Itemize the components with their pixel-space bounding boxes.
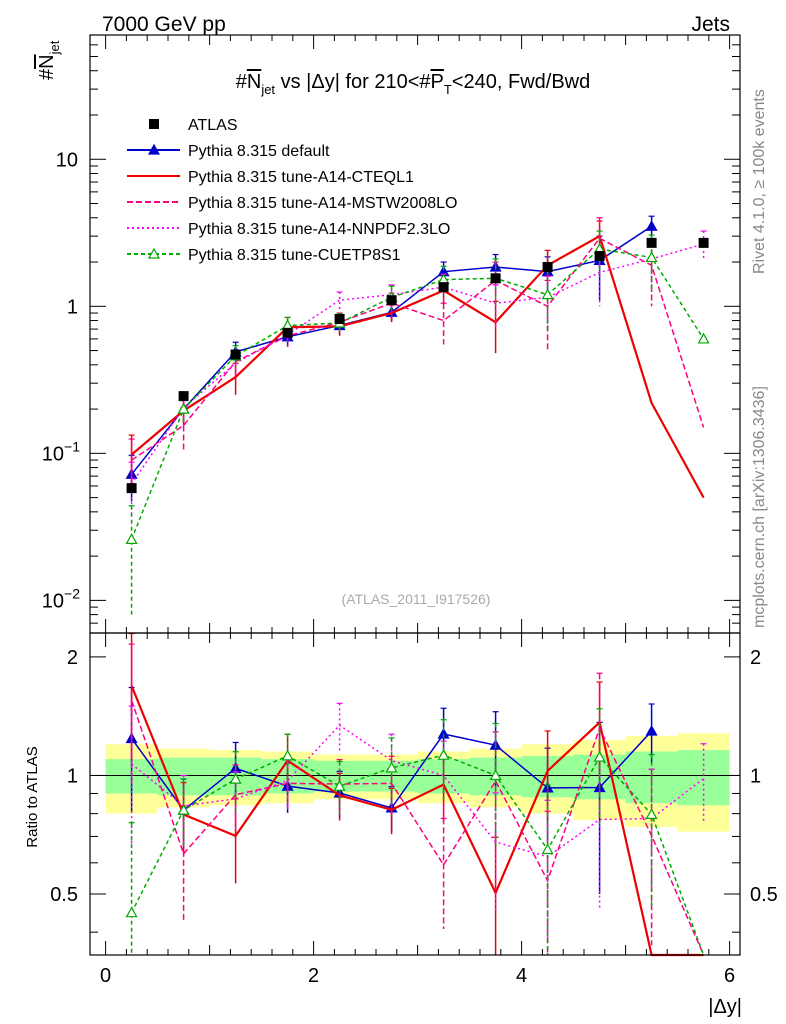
series-4-ratio-marker [645, 808, 658, 820]
ratio-tick-label: 1 [67, 765, 78, 787]
axes-layer: 0 2 4 6 10−2 10−1 1 10 0.5 0.5 1 1 2 2 [42, 34, 778, 987]
series-4-ratio-line [130, 754, 705, 956]
series-4-line [130, 248, 705, 540]
series-3-line [130, 243, 704, 485]
legend-item: Pythia 8.315 tune-A14-NNPDF2.3LO [127, 221, 450, 238]
legend-marker-triangle [147, 143, 161, 155]
y-tick-label: 10 [56, 149, 78, 171]
legend-label: Pythia 8.315 default [188, 143, 330, 160]
series-4-ratio-marker [177, 803, 190, 815]
x-tick-label: 2 [308, 965, 319, 987]
series-4-ratio-marker [593, 750, 606, 762]
ratio-axis-label: Ratio to ATLAS [24, 746, 41, 847]
series-4-ratio-marker [489, 769, 502, 781]
legend-label: Pythia 8.315 tune-CUETP8S1 [188, 247, 401, 264]
rivet-version-label: Rivet 4.1.0, ≥ 100k events [751, 89, 768, 274]
legend-label: Pythia 8.315 tune-A14-CTEQL1 [188, 169, 414, 186]
atlas-data-point [334, 313, 345, 324]
series-4-marker [697, 332, 710, 344]
series-0-ratio-marker [645, 724, 658, 736]
atlas-data-point [386, 295, 397, 306]
x-tick-label: 4 [516, 965, 527, 987]
analysis-watermark: (ATLAS_2011_I917526) [342, 591, 491, 607]
mcplots-citation: mcplots.cern.ch [arXiv:1306.3436] [751, 386, 768, 628]
legend-marker-triangle [147, 247, 161, 259]
series-4-marker [645, 251, 658, 263]
series-4-ratio-marker [437, 748, 450, 760]
atlas-data-point [646, 237, 657, 248]
series-1-line [130, 234, 705, 499]
legend-item: ATLAS [149, 117, 238, 134]
series-0-marker [645, 220, 658, 231]
series-4-ratio-marker [333, 779, 346, 791]
atlas-data-layer [126, 237, 709, 494]
ratio-tick-label-right: 0.5 [750, 884, 778, 906]
atlas-data-point [698, 237, 709, 248]
series-4-ratio-marker [229, 772, 242, 784]
atlas-data-point [542, 262, 553, 273]
ratio-frame [89, 632, 741, 956]
legend-label: Pythia 8.315 tune-A14-NNPDF2.3LO [188, 221, 450, 238]
series-1-ratio-line [130, 685, 704, 957]
legend-label: Pythia 8.315 tune-A14-MSTW2008LO [188, 195, 457, 212]
legend-item: Pythia 8.315 tune-CUETP8S1 [127, 247, 401, 264]
series-4-marker [541, 288, 554, 300]
legend-item: Pythia 8.315 tune-A14-MSTW2008LO [127, 195, 457, 212]
series-4-ratio-marker [281, 749, 294, 761]
y-tick-label: 1 [67, 296, 78, 318]
y-tick-label: 10−2 [42, 585, 80, 612]
legend-item: Pythia 8.315 tune-A14-CTEQL1 [127, 169, 414, 186]
legend-label: ATLAS [188, 117, 238, 134]
atlas-data-point [230, 349, 241, 360]
legend: ATLAS Pythia 8.315 default Pythia 8.315 tu… [127, 117, 457, 264]
atlas-data-point [178, 391, 189, 402]
atlas-data-point [490, 273, 501, 284]
series-4-marker [125, 533, 138, 544]
series-4-ratio-marker [541, 843, 554, 855]
x-axis-label: |Δy| [708, 996, 742, 1018]
chart-title: #Njet vs |Δy| for 210<#PT<240, Fwd/Bwd [236, 71, 591, 97]
atlas-data-point [594, 250, 605, 261]
series-3-ratio-line [131, 724, 705, 858]
x-tick-label: 6 [724, 965, 735, 987]
y-tick-label: 10−1 [42, 438, 80, 465]
process-label: Jets [691, 13, 730, 36]
series-layer [125, 215, 710, 957]
ratio-tick-label-right: 1 [750, 765, 761, 787]
x-tick-label: 0 [100, 965, 111, 987]
series-0-ratio-marker [437, 727, 450, 739]
series-4-marker [177, 402, 190, 414]
energy-label: 7000 GeV pp [102, 13, 226, 36]
series-2-ratio-line [130, 700, 705, 956]
ratio-tick-label-right: 2 [750, 647, 761, 669]
atlas-data-point [438, 282, 449, 293]
y-axis-label: #Njet [36, 40, 62, 80]
ratio-tick-label: 0.5 [50, 884, 78, 906]
legend-marker-square [149, 119, 159, 129]
atlas-data-point [126, 483, 137, 494]
ratio-tick-label: 2 [67, 647, 78, 669]
series-4-ratio-marker [125, 906, 138, 918]
series-2-line [131, 237, 705, 461]
atlas-data-point [282, 327, 293, 338]
green-band-bin [677, 750, 730, 806]
series-4-ratio-marker [385, 761, 398, 773]
legend-item: Pythia 8.315 default [127, 143, 330, 160]
